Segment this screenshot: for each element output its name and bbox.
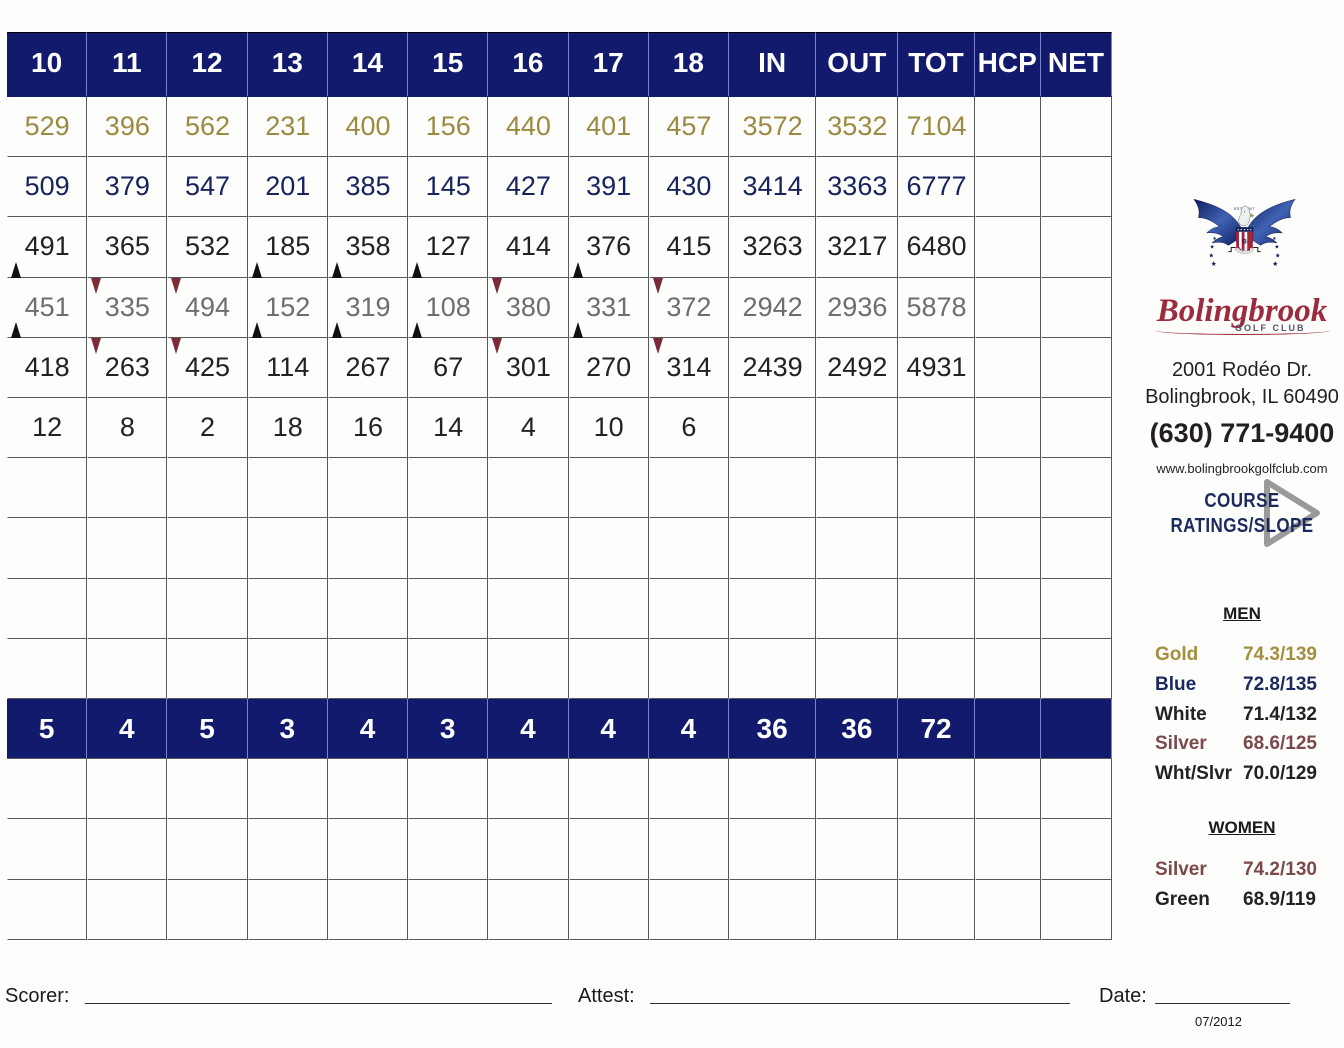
- svg-text:B: B: [1242, 238, 1247, 245]
